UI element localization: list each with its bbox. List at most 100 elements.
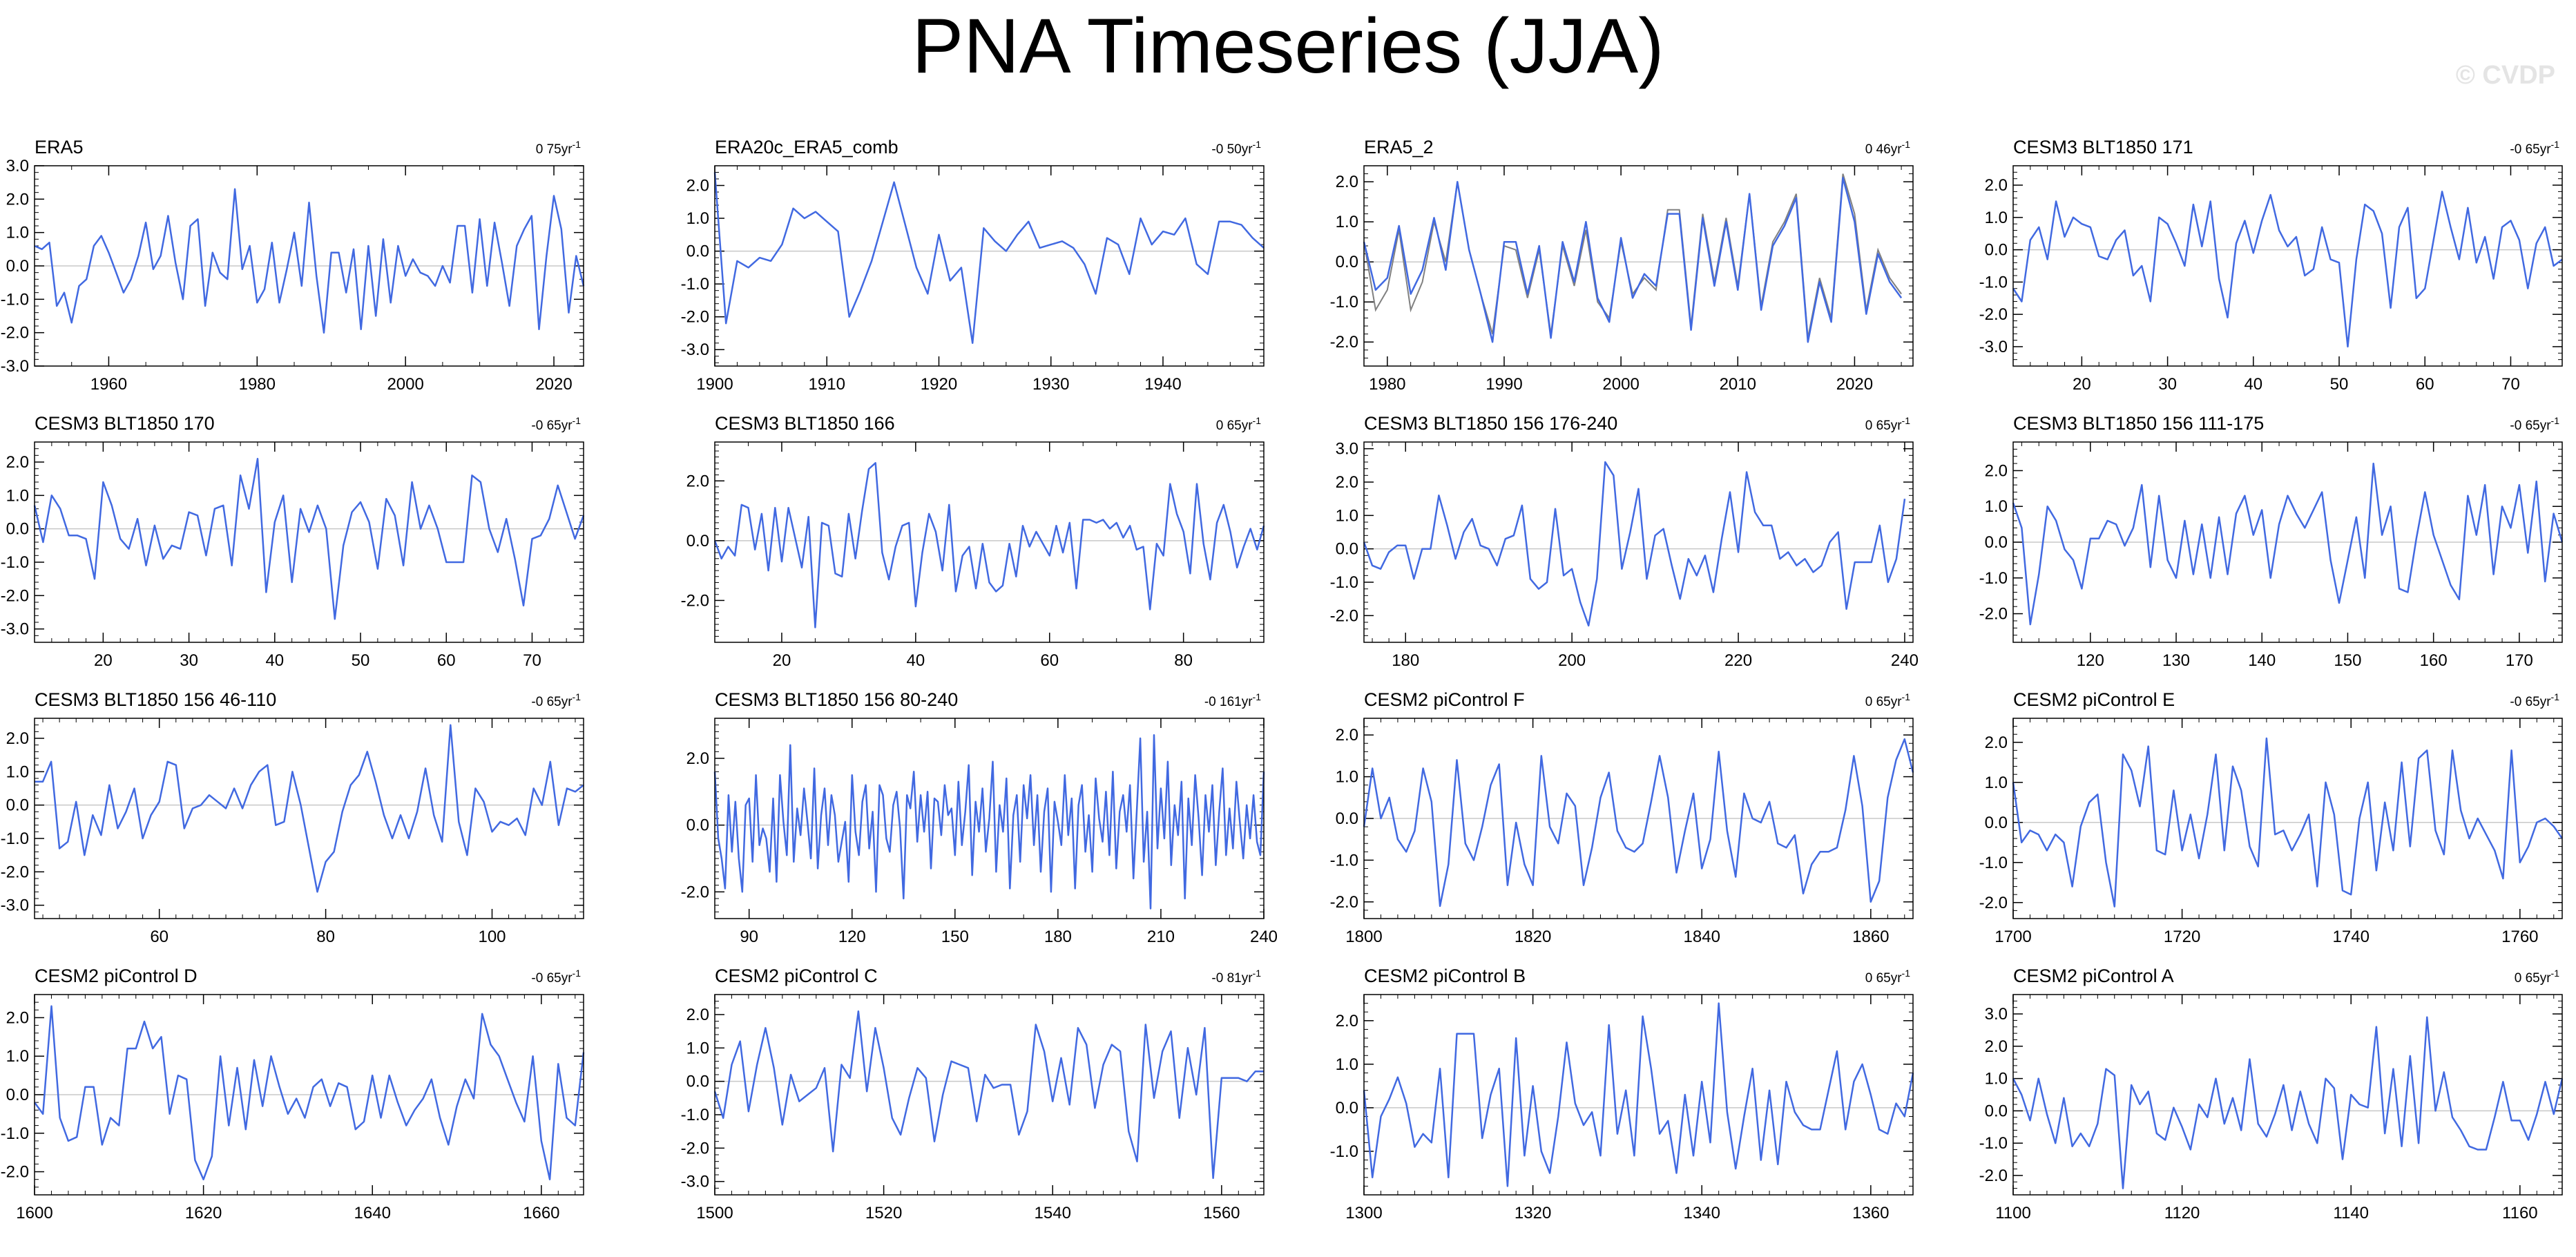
y-tick-label: 1.0	[686, 1039, 709, 1057]
panel-frame	[34, 441, 584, 643]
y-tick-label: 2.0	[686, 472, 709, 490]
y-tick-label: -1.0	[1979, 273, 2008, 291]
pna-series-line	[2012, 462, 2564, 626]
pna-series-line	[2012, 737, 2564, 908]
panel-trend-label: 0 75yr-1	[536, 139, 581, 157]
y-tick-label: 2.0	[1336, 173, 1358, 191]
x-tick-label: 1540	[1035, 1204, 1071, 1222]
x-tick-label: 2010	[1720, 375, 1756, 394]
panel-frame	[1363, 718, 1914, 919]
x-tick-label: 1760	[2501, 928, 2538, 946]
y-tick-label: 0.0	[1985, 1102, 2008, 1120]
panel-title: ERA5	[35, 137, 84, 157]
y-tick-label: 0.0	[1985, 241, 2008, 260]
panel-title: CESM3 BLT1850 171	[2013, 137, 2193, 157]
pna-series-line	[33, 1005, 585, 1180]
x-tick-label: 130	[2162, 651, 2190, 670]
y-tick-label: 1.0	[686, 209, 709, 228]
x-tick-label: 80	[1174, 651, 1193, 670]
y-tick-label: 1.0	[1336, 768, 1358, 787]
y-tick-label: -2.0	[1, 863, 29, 881]
y-tick-label: 1.0	[6, 1047, 29, 1066]
x-tick-label: 140	[2248, 651, 2276, 670]
panel-3: ERA5_2 0 46yr-1 1980 1990 2000 2010 2020 -2.0 -1…	[1330, 137, 1914, 394]
y-tick-label: 2.0	[686, 749, 709, 768]
x-tick-label: 20	[94, 651, 113, 670]
panel-frame	[714, 165, 1265, 367]
panel-title: CESM2 piControl F	[1364, 689, 1525, 710]
overlay-series-line	[1363, 173, 1902, 338]
panel-title: ERA20c_ERA5_comb	[715, 137, 898, 157]
y-tick-label: -2.0	[1330, 333, 1358, 352]
pna-series-line	[2012, 191, 2563, 348]
x-tick-label: 160	[2420, 651, 2448, 670]
panel-7: CESM3 BLT1850 156 176-240 0 65yr-1 180 200 2…	[1330, 413, 1919, 670]
y-tick-label: 0.0	[1336, 540, 1358, 559]
panel-title: CESM3 BLT1850 156 176-240	[1364, 413, 1617, 434]
y-tick-label: 2.0	[1336, 726, 1358, 745]
panel-frame	[2012, 441, 2563, 643]
y-tick-label: -2.0	[1979, 894, 2008, 912]
y-tick-label: 1.0	[6, 224, 29, 242]
panel-15: CESM2 piControl B 0 65yr-1 1300 1320 1340 136…	[1330, 966, 1914, 1222]
panel-frame	[34, 718, 584, 919]
x-tick-label: 50	[2330, 375, 2349, 394]
panel-11: CESM2 piControl F 0 65yr-1 1800 1820 1840 186…	[1330, 689, 1914, 946]
y-tick-label: -3.0	[681, 340, 709, 359]
panel-1: ERA5 0 75yr-1 1960 1980 2000 2020 -3.0 -2.0 -1.0…	[1, 137, 585, 394]
x-tick-label: 220	[1724, 651, 1752, 670]
panel-frame	[714, 718, 1265, 919]
x-tick-label: 60	[150, 928, 169, 946]
y-tick-label: 0.0	[6, 1086, 29, 1104]
x-tick-label: 1860	[1852, 928, 1889, 946]
panel-frame	[714, 994, 1265, 1196]
y-tick-label: -1.0	[1330, 573, 1358, 592]
x-tick-label: 70	[523, 651, 541, 670]
x-tick-label: 1960	[90, 375, 127, 394]
panel-trend-label: -0 65yr-1	[2510, 691, 2559, 709]
y-tick-label: 1.0	[1985, 774, 2008, 792]
y-tick-label: 0.0	[686, 816, 709, 835]
panel-frame	[2012, 165, 2563, 367]
x-tick-label: 1980	[1369, 375, 1405, 394]
y-tick-label: -1.0	[1, 290, 29, 309]
panel-frame	[714, 441, 1265, 643]
cvdp-watermark: © CVDP	[2455, 61, 2555, 90]
x-tick-label: 40	[2244, 375, 2262, 394]
x-tick-label: 1660	[523, 1204, 559, 1222]
y-tick-label: 3.0	[1336, 440, 1358, 459]
x-tick-label: 1340	[1684, 1204, 1720, 1222]
panel-frame	[2012, 718, 2563, 919]
y-tick-label: 0.0	[1336, 809, 1358, 828]
y-tick-label: -1.0	[1, 1124, 29, 1143]
y-tick-label: -2.0	[1, 324, 29, 343]
y-tick-label: 1.0	[6, 486, 29, 505]
y-tick-label: -1.0	[681, 1106, 709, 1124]
x-tick-label: 1990	[1486, 375, 1522, 394]
panel-12: CESM2 piControl E -0 65yr-1 1700 1720 1740 17…	[1979, 689, 2564, 946]
panel-trend-label: 0 65yr-1	[1865, 691, 1910, 709]
panel-title: CESM3 BLT1850 156 80-240	[715, 689, 958, 710]
x-tick-label: 1320	[1515, 1204, 1551, 1222]
y-tick-label: -3.0	[1979, 338, 2008, 356]
y-tick-label: 1.0	[1985, 1070, 2008, 1088]
x-tick-label: 1820	[1515, 928, 1551, 946]
x-tick-label: 210	[1147, 928, 1175, 946]
y-tick-label: -1.0	[681, 275, 709, 294]
pna-series-line	[713, 1010, 1264, 1180]
x-tick-label: 1100	[1995, 1204, 2031, 1222]
panel-frame	[1363, 165, 1914, 367]
x-tick-label: 60	[437, 651, 456, 670]
panel-title: CESM3 BLT1850 156 111-175	[2013, 413, 2264, 434]
panel-trend-label: -0 65yr-1	[2510, 139, 2559, 157]
y-tick-label: 3.0	[6, 157, 29, 175]
y-tick-label: 2.0	[1985, 176, 2008, 195]
y-tick-label: 0.0	[1985, 533, 2008, 552]
y-tick-label: 0.0	[1336, 1099, 1358, 1117]
panel-trend-label: 0 65yr-1	[1865, 415, 1910, 433]
panel-14: CESM2 piControl C -0 81yr-1 1500 1520 1540 15…	[681, 966, 1265, 1222]
x-tick-label: 150	[2334, 651, 2361, 670]
x-tick-label: 1720	[2164, 928, 2200, 946]
x-tick-label: 30	[2158, 375, 2177, 394]
